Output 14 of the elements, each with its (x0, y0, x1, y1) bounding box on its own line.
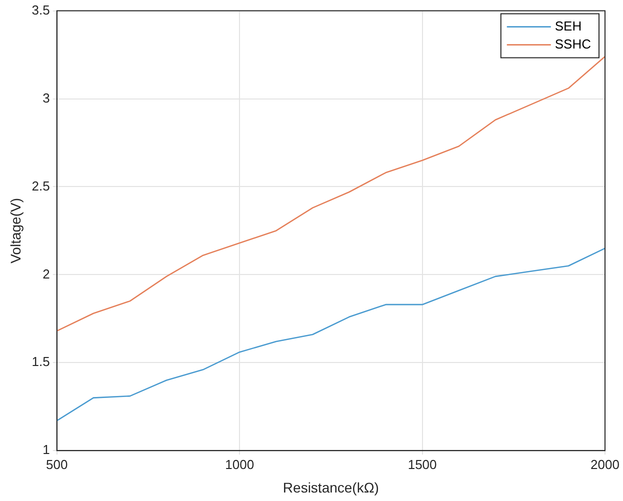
y-tick-label: 1 (42, 442, 50, 458)
y-tick-label: 2.5 (32, 178, 50, 194)
x-tick-label: 500 (46, 456, 68, 472)
y-axis-title: Voltage(V) (7, 198, 24, 264)
legend-label: SSHC (554, 36, 592, 52)
y-tick-label: 3.5 (32, 2, 50, 18)
y-tick-label: 2 (42, 266, 50, 282)
legend-label: SEH (554, 18, 582, 34)
x-axis-title: Resistance(kΩ) (282, 479, 379, 496)
x-tick-label: 1000 (225, 456, 254, 472)
x-tick-label: 2000 (590, 456, 620, 472)
y-tick-label: 3 (42, 90, 50, 106)
x-tick-label: 1500 (408, 456, 437, 472)
y-tick-label: 1.5 (32, 354, 50, 370)
